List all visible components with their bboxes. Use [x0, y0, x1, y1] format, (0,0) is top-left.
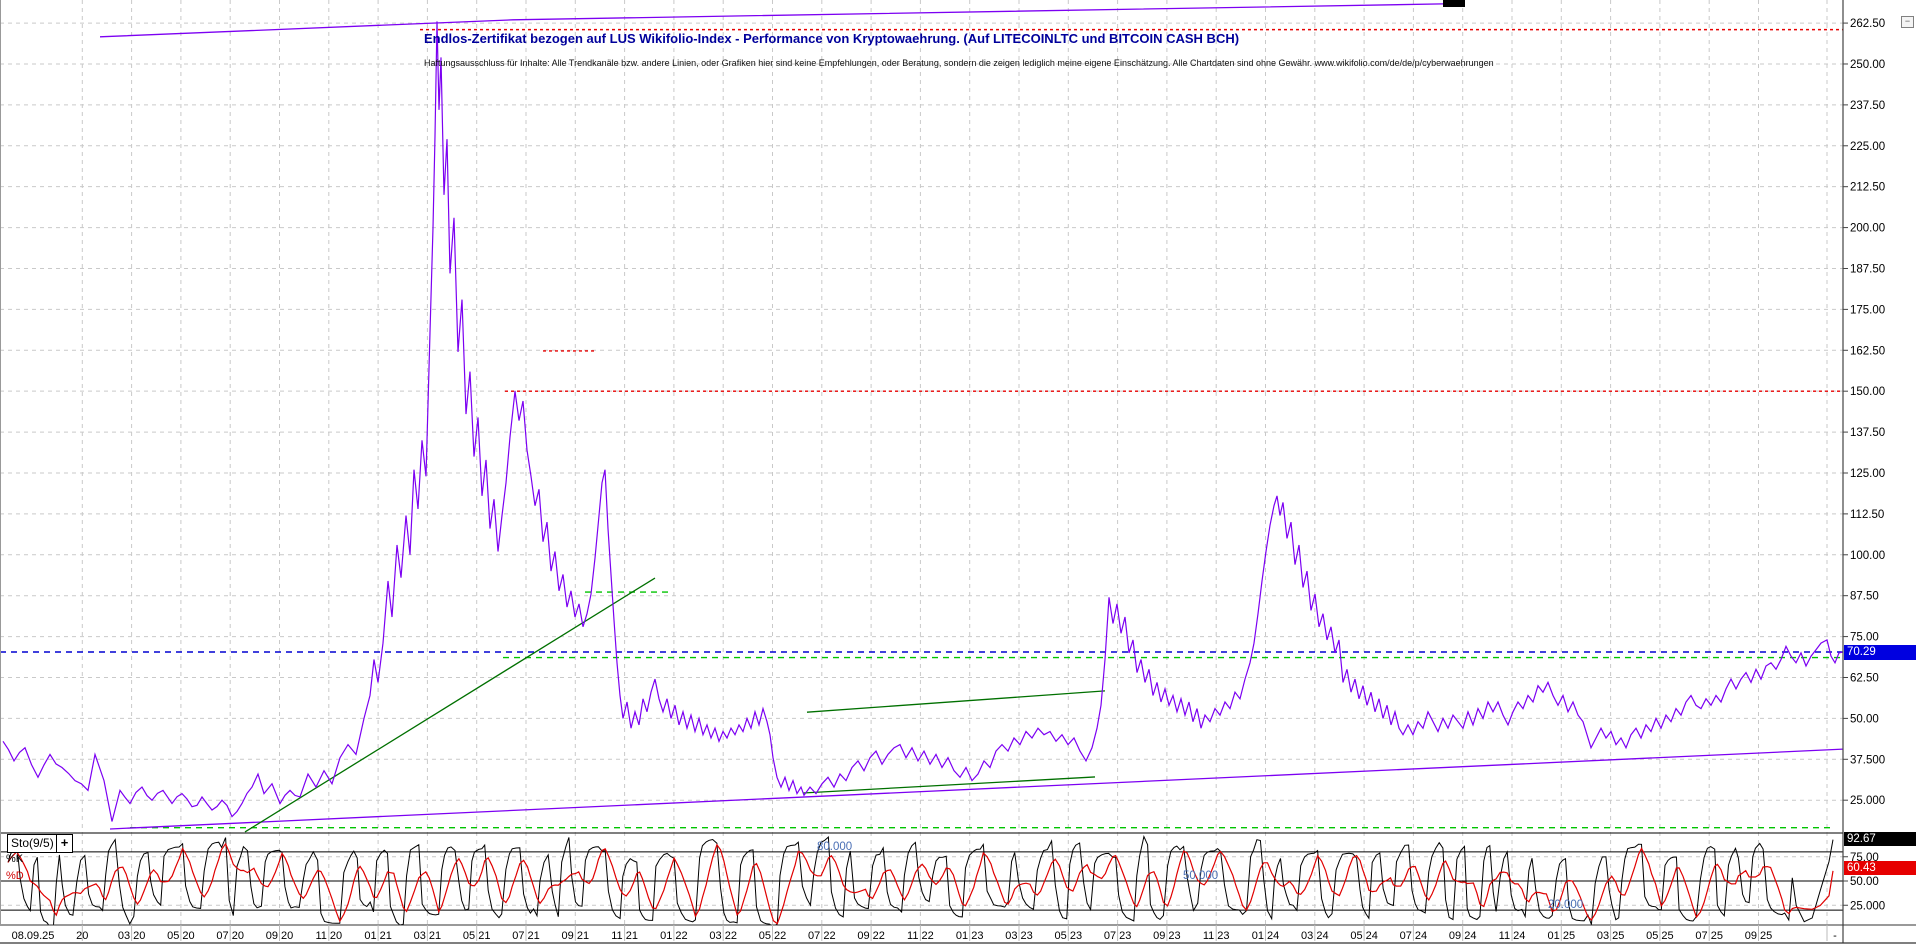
- trendline-green-lower-2022: [802, 776, 1096, 794]
- x-axis-label: 03 24: [1301, 930, 1329, 942]
- x-axis-label: 07 23: [1104, 930, 1132, 942]
- y-axis-label: 137.50: [1850, 427, 1885, 439]
- x-axis-label: 09 22: [857, 930, 885, 942]
- y-axis-label: 187.50: [1850, 263, 1885, 275]
- x-axis-label: 05 20: [167, 930, 195, 942]
- trendline-violet-top-channel: [99, 3, 1451, 38]
- stoch-d-label: %D: [6, 870, 24, 882]
- y-axis-label: 100.00: [1850, 550, 1885, 562]
- x-axis-label: 09 25: [1745, 930, 1773, 942]
- x-axis-label: 07 20: [216, 930, 244, 942]
- x-axis-label: 01 21: [364, 930, 392, 942]
- x-axis-label: 07 25: [1695, 930, 1723, 942]
- trendline-violet-support: [109, 748, 1844, 830]
- x-axis-label: 07 22: [808, 930, 836, 942]
- top-annotation-box: [1443, 0, 1465, 7]
- x-axis-label: 05 21: [463, 930, 491, 942]
- y-axis-label: 87.50: [1850, 591, 1879, 603]
- y-axis-label: 62.50: [1850, 672, 1879, 684]
- x-axis-label: 05 22: [759, 930, 787, 942]
- x-axis-label: 05 23: [1055, 930, 1083, 942]
- y-axis-label: 212.50: [1850, 182, 1885, 194]
- y-axis-label: 162.50: [1850, 345, 1885, 357]
- x-axis-label: 05 25: [1646, 930, 1674, 942]
- trendline-green-upper-2022: [806, 690, 1106, 713]
- x-axis-label: 11 21: [611, 930, 638, 942]
- x-axis-label: 03 21: [414, 930, 442, 942]
- x-axis-label: 09 21: [562, 930, 590, 942]
- x-axis-label: 01 22: [660, 930, 688, 942]
- y-axis-label: 37.500: [1850, 754, 1885, 766]
- x-axis-label: 01 23: [956, 930, 984, 942]
- x-axis-label: 07 21: [512, 930, 540, 942]
- x-axis-label: 11 22: [907, 930, 934, 942]
- x-axis-label: 09 23: [1153, 930, 1181, 942]
- stoch-axis-label: 50.00: [1850, 876, 1879, 888]
- y-axis-label: 250.00: [1850, 59, 1885, 71]
- x-axis-label: 07 24: [1400, 930, 1428, 942]
- stoch-d-line: [7, 842, 1834, 925]
- y-axis-label: 200.00: [1850, 223, 1885, 235]
- trendline-green-uptrend-2020: [244, 577, 656, 833]
- x-axis-label: 03 20: [118, 930, 146, 942]
- price-line: [2, 21, 1843, 822]
- disclaimer-text: Haftungsausschluss für Inhalte: Alle Tre…: [424, 58, 1494, 68]
- y-axis-label: 262.50: [1850, 18, 1885, 30]
- x-axis-label: 20: [76, 930, 88, 942]
- current-price-marker: 70.29: [1844, 645, 1916, 660]
- y-axis-label: 50.00: [1850, 713, 1879, 725]
- y-axis-label: 112.50: [1850, 509, 1884, 521]
- y-axis-label: 225.00: [1850, 141, 1885, 153]
- x-axis-label: 03 23: [1005, 930, 1033, 942]
- y-axis-label: 75.00: [1850, 632, 1879, 644]
- stoch-axis-label: 25.000: [1850, 900, 1885, 912]
- gridlines: [0, 0, 1843, 925]
- stoch-d-value-marker: 60.43: [1844, 861, 1916, 875]
- x-axis-label: 01 25: [1548, 930, 1576, 942]
- indicator-label[interactable]: Sto(9/5): [7, 834, 58, 853]
- x-axis-label: 11 23: [1203, 930, 1230, 942]
- x-axis-label: 09 24: [1449, 930, 1477, 942]
- x-axis-label: 11 20: [315, 930, 342, 942]
- stoch-k-line: [7, 835, 1834, 925]
- stoch-line-label: 20.000: [1548, 899, 1583, 911]
- y-axis-label: 150.00: [1850, 386, 1885, 398]
- y-axis-label: 175.00: [1850, 304, 1885, 316]
- x-axis-label: 03 25: [1597, 930, 1625, 942]
- y-axis-label: 25.000: [1850, 795, 1885, 807]
- stoch-axis-label: 75.00: [1850, 852, 1879, 864]
- x-axis-label: 08.09.25: [12, 930, 55, 942]
- stoch-k-label: %K: [6, 853, 24, 865]
- x-axis-label: 05 24: [1350, 930, 1378, 942]
- stoch-k-value-marker: 92.67: [1844, 832, 1916, 846]
- collapse-icon[interactable]: −: [1901, 16, 1914, 28]
- x-axis-label: 09 20: [266, 930, 294, 942]
- stoch-line-label: 50.000: [1183, 870, 1218, 882]
- x-axis-label: 03 22: [709, 930, 737, 942]
- x-axis-label: 11 24: [1499, 930, 1526, 942]
- chart-title: Endlos-Zertifikat bezogen auf LUS Wikifo…: [424, 31, 1240, 46]
- stoch-line-label: 80.000: [817, 841, 852, 853]
- x-axis-end-label: -: [1833, 930, 1837, 942]
- y-axis-label: 125.00: [1850, 468, 1885, 480]
- y-axis-label: 237.50: [1850, 100, 1885, 112]
- indicator-add-button[interactable]: +: [56, 834, 73, 853]
- x-axis-label: 01 24: [1252, 930, 1280, 942]
